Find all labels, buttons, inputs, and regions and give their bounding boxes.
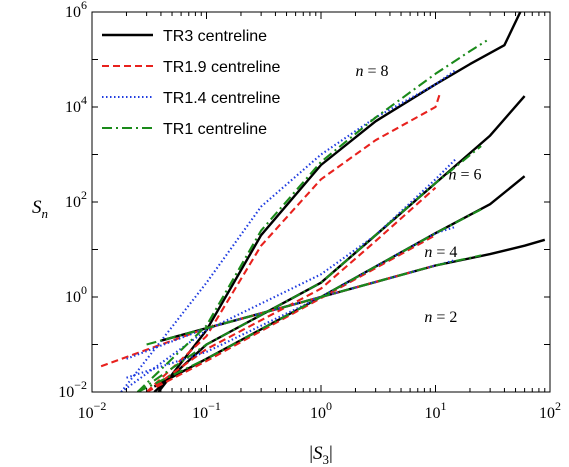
annotations-layer: n = 8 n = 6 n = 4 n = 2 <box>355 63 481 326</box>
series-2-curve-n6 <box>145 186 437 392</box>
series-1-curve-n8 <box>157 12 522 392</box>
series-2-curve-n8 <box>145 92 442 392</box>
y-tick-label: 102 <box>65 188 87 211</box>
legend-label-3: TR1.4 centreline <box>163 90 280 107</box>
series-2-curve-n4 <box>146 234 437 392</box>
y-tick-label: 104 <box>65 93 87 116</box>
series-4-curve-n8 <box>136 39 488 392</box>
curve-annotation-4: n = 2 <box>424 309 457 326</box>
series-4-curve-n6 <box>137 145 482 392</box>
series-3-curve-n6 <box>120 158 457 392</box>
series-3-curve-n8 <box>120 69 457 392</box>
ticks-layer: 10−2 10−1 100 101 102 10−2 100 102 104 106 <box>58 0 561 422</box>
legend: TR3 centreline TR1.9 centreline TR1.4 cent… <box>102 28 280 138</box>
curves-layer <box>100 12 546 392</box>
x-axis-title: |S3| <box>309 443 333 467</box>
y-axis-title: Sn <box>32 197 48 221</box>
y-tick-label: 10−2 <box>58 378 87 401</box>
curve-annotation-2: n = 6 <box>449 166 482 183</box>
curve-annotation-3: n = 4 <box>424 244 457 261</box>
legend-label-4: TR1 centreline <box>163 121 267 138</box>
y-tick-label: 106 <box>65 0 87 21</box>
series-4-curve-n4 <box>137 208 482 392</box>
x-tick-label: 10−1 <box>192 399 221 422</box>
x-tick-label: 102 <box>539 399 561 422</box>
series-3-curve-n2 <box>126 258 456 360</box>
y-tick-label: 100 <box>65 283 87 306</box>
series-1-curve-n4 <box>153 175 526 388</box>
x-tick-label: 100 <box>310 399 332 422</box>
legend-label-1: TR3 centreline <box>163 28 267 45</box>
curve-annotation-1: n = 8 <box>355 63 388 80</box>
x-tick-label: 101 <box>425 399 447 422</box>
plot-frame <box>91 11 551 393</box>
series-3-curve-n4 <box>126 225 457 379</box>
legend-label-2: TR1.9 centreline <box>163 59 280 76</box>
x-tick-label: 10−2 <box>78 399 107 422</box>
